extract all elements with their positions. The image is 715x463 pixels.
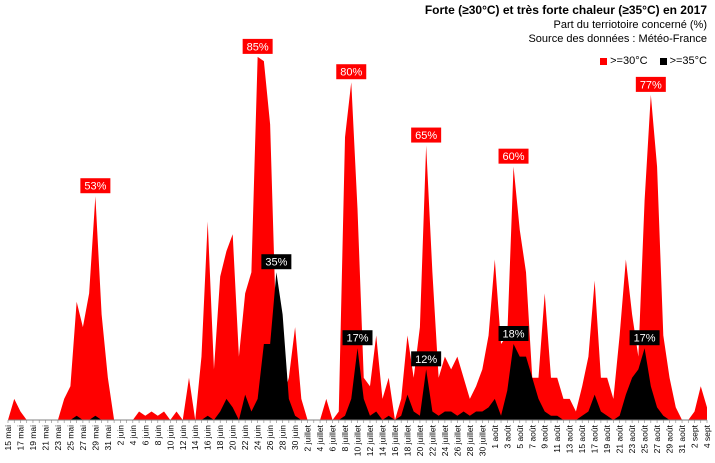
x-tick-label: 28 juillet — [465, 424, 475, 456]
x-tick-label: 15 août — [577, 424, 587, 453]
x-tick-label: 23 août — [627, 424, 637, 453]
peak-30-data-label: 77% — [640, 79, 662, 91]
legend-label-35: >=35°C — [669, 55, 707, 67]
peak-30-data-label: 60% — [503, 151, 525, 163]
chart-title: Forte (≥30°C) et très forte chaleur (≥35… — [424, 3, 707, 17]
x-tick-label: 7 août — [527, 424, 537, 448]
peak-30-data-label: 53% — [84, 181, 106, 193]
peak-30-data-label: 80% — [340, 67, 362, 79]
x-tick-label: 19 août — [602, 424, 612, 453]
x-tick-label: 4 juillet — [315, 424, 325, 451]
x-tick-label: 16 juin — [203, 425, 213, 450]
x-tick-label: 9 août — [540, 424, 550, 448]
peak-35-data-label: 12% — [415, 354, 437, 366]
x-tick-label: 15 mai — [3, 425, 13, 451]
x-tick-label: 30 juillet — [477, 424, 487, 456]
x-tick-label: 20 juin — [228, 425, 238, 450]
peak-30-data-label: 85% — [247, 41, 269, 53]
x-tick-label: 10 juillet — [353, 424, 363, 456]
x-tick-label: 25 août — [640, 424, 650, 453]
x-tick-label: 4 sept — [702, 424, 712, 448]
x-tick-label: 24 juin — [253, 425, 263, 450]
x-tick-label: 11 août — [552, 424, 562, 452]
x-tick-label: 18 juin — [215, 425, 225, 450]
x-tick-label: 27 août — [652, 424, 662, 453]
peak-30-label-box — [498, 148, 529, 164]
peak-35-data-label: 17% — [346, 333, 368, 345]
series-area-35 — [8, 272, 707, 420]
peak-35-label-box — [261, 254, 292, 270]
x-tick-label: 29 août — [665, 424, 675, 453]
x-tick-label: 5 août — [515, 424, 525, 448]
x-tick-label: 23 mai — [53, 425, 63, 451]
x-tick-label: 21 août — [615, 424, 625, 453]
peak-35-data-label: 18% — [503, 329, 525, 341]
x-tick-label: 2 sept — [690, 424, 700, 448]
x-tick-label: 2 juillet — [303, 424, 313, 451]
x-tick-label: 8 juin — [153, 425, 163, 446]
x-tick-label: 17 août — [590, 424, 600, 453]
x-tick-label: 22 juillet — [427, 424, 437, 456]
x-tick-label: 14 juin — [190, 425, 200, 450]
peak-35-label-box — [342, 330, 373, 346]
x-tick-label: 28 juin — [278, 425, 288, 450]
x-tick-label: 26 juin — [265, 425, 275, 450]
x-tick-label: 31 mai — [103, 425, 113, 451]
peak-30-label-box — [635, 76, 666, 92]
legend-swatch-35 — [659, 57, 667, 65]
x-tick-label: 18 juillet — [402, 424, 412, 456]
peak-35-label-box — [629, 330, 660, 346]
x-tick-label: 10 juin — [165, 425, 175, 450]
x-tick-label: 31 août — [677, 424, 687, 453]
x-tick-label: 4 juin — [128, 425, 138, 446]
x-tick-label: 12 juin — [178, 425, 188, 450]
x-tick-label: 13 août — [565, 424, 575, 453]
peak-35-data-label: 17% — [634, 333, 656, 345]
x-tick-label: 16 juillet — [390, 424, 400, 456]
x-tick-label: 24 juillet — [440, 424, 450, 456]
x-tick-label: 6 juin — [140, 425, 150, 446]
x-tick-label: 22 juin — [240, 425, 250, 450]
x-tick-label: 29 mai — [90, 425, 100, 451]
chart-source: Source des données : Météo-France — [528, 33, 707, 45]
x-tick-label: 27 mai — [78, 425, 88, 451]
x-tick-label: 6 juillet — [328, 424, 338, 451]
x-tick-label: 2 juin — [115, 425, 125, 446]
chart-subtitle: Part du terriotoire concerné (%) — [553, 19, 707, 31]
peak-35-label-box — [498, 326, 529, 341]
x-tick-label: 1 août — [490, 424, 500, 448]
x-tick-label: 25 mai — [65, 425, 75, 451]
peak-30-label-box — [336, 64, 367, 80]
x-tick-label: 14 juillet — [377, 424, 387, 456]
x-tick-label: 3 août — [502, 424, 512, 448]
peak-30-label-box — [411, 127, 442, 143]
chart-legend: >=30°C >=35°C — [600, 55, 707, 67]
x-tick-label: 26 juillet — [452, 424, 462, 456]
peak-35-label-box — [411, 351, 442, 367]
x-tick-label: 19 mai — [28, 425, 38, 451]
peak-30-label-box — [242, 38, 273, 54]
peak-30-data-label: 65% — [415, 130, 437, 142]
legend-swatch-30 — [600, 57, 608, 65]
peak-30-label-box — [80, 178, 111, 194]
x-tick-label: 12 juillet — [365, 424, 375, 456]
x-tick-label: 20 juillet — [415, 424, 425, 456]
x-tick-label: 17 mai — [15, 425, 25, 451]
x-tick-label: 30 juin — [290, 425, 300, 450]
legend-label-30: >=30°C — [610, 55, 648, 67]
x-tick-label: 21 mai — [40, 425, 50, 451]
series-area-30 — [8, 56, 707, 420]
peak-35-data-label: 35% — [265, 257, 287, 269]
x-tick-label: 8 juillet — [340, 424, 350, 451]
